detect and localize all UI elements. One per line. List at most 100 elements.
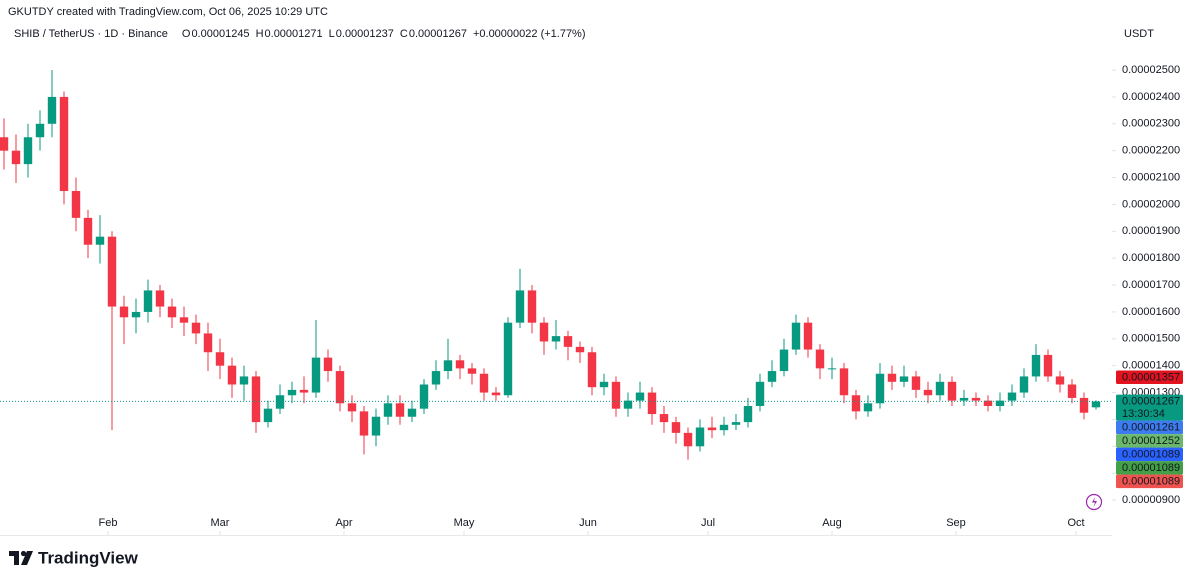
candle-body bbox=[551, 336, 561, 342]
candle-body bbox=[467, 368, 477, 374]
brand: TradingView bbox=[38, 548, 139, 567]
x-tick-label: Mar bbox=[211, 517, 230, 529]
price-label bbox=[1116, 447, 1183, 462]
candle-body bbox=[95, 236, 105, 245]
candle-body bbox=[623, 400, 633, 409]
candle-body bbox=[491, 392, 501, 396]
candle-body bbox=[179, 317, 189, 323]
icon-ring bbox=[1085, 493, 1103, 511]
candle-body bbox=[935, 381, 945, 396]
price-label-text: 0.00001252 bbox=[1122, 435, 1180, 447]
candle-body bbox=[767, 371, 777, 382]
candle-body bbox=[155, 290, 165, 307]
y-tick-label: 0.00001600 bbox=[1122, 306, 1180, 318]
y-tick-label: 0.00002400 bbox=[1122, 91, 1180, 103]
candle-body bbox=[1079, 397, 1089, 413]
candle-body bbox=[59, 96, 69, 191]
candle-body bbox=[707, 427, 717, 431]
candle-body bbox=[443, 360, 453, 372]
ohlc-key: C bbox=[400, 28, 408, 40]
price-label bbox=[1116, 394, 1183, 421]
price-label bbox=[1116, 461, 1183, 475]
ohlc-value: 0.00001245 bbox=[191, 28, 249, 40]
candle-body bbox=[263, 408, 273, 423]
candle-body bbox=[695, 427, 705, 447]
candle-body bbox=[275, 395, 285, 409]
currency: USDT bbox=[1124, 28, 1154, 40]
candle-body bbox=[599, 381, 609, 388]
ohlc-key: O bbox=[182, 28, 191, 40]
x-tick-label: Aug bbox=[822, 517, 842, 529]
ohlc-value: 0.00001267 bbox=[409, 28, 467, 40]
candle-body bbox=[755, 381, 765, 406]
candle-body bbox=[1007, 392, 1017, 401]
candle-body bbox=[815, 349, 825, 369]
candle-body bbox=[299, 389, 309, 393]
icon-bolt bbox=[1092, 497, 1097, 507]
candle-body bbox=[131, 311, 141, 318]
candle-body bbox=[107, 236, 117, 307]
legend: SHIB / TetherUS · 1D · Binance O 0.000012… bbox=[14, 28, 586, 40]
candle-body bbox=[215, 352, 225, 366]
candle-body bbox=[383, 403, 393, 417]
candle-body bbox=[287, 389, 297, 396]
countdown: 13:30:34 bbox=[1122, 408, 1165, 420]
candle-body bbox=[959, 397, 969, 401]
candle-body bbox=[455, 360, 465, 369]
candle-body bbox=[515, 290, 525, 323]
ohlc-value: 0.00001237 bbox=[336, 28, 394, 40]
candle-body bbox=[335, 371, 345, 404]
ohlc-key: H bbox=[256, 28, 264, 40]
symbol: SHIB / TetherUS · 1D · Binance bbox=[14, 28, 168, 40]
candle-body bbox=[323, 357, 333, 372]
price-label-text: 0.00001089 bbox=[1122, 476, 1180, 488]
plot-area bbox=[0, 70, 1112, 460]
candle-body bbox=[119, 306, 129, 318]
candle-body bbox=[911, 376, 921, 390]
candle-body bbox=[239, 376, 249, 385]
candle-body bbox=[347, 403, 357, 412]
candle-body bbox=[11, 150, 21, 165]
icon bbox=[1085, 493, 1103, 511]
x-tick-label: Apr bbox=[335, 517, 352, 529]
candle-body bbox=[659, 414, 669, 423]
candle-body bbox=[563, 336, 573, 347]
candle-body bbox=[83, 217, 93, 245]
candle-body bbox=[647, 392, 657, 415]
candle-body bbox=[611, 381, 621, 409]
x-tick-label: Feb bbox=[99, 517, 118, 529]
x-tick-label: Jul bbox=[701, 517, 715, 529]
candle-body bbox=[971, 397, 981, 401]
candle-body bbox=[1091, 401, 1101, 408]
y-tick-label: 0.00001500 bbox=[1122, 333, 1180, 345]
candle-body bbox=[539, 322, 549, 342]
candle-body bbox=[983, 400, 993, 406]
candle-body bbox=[35, 123, 45, 138]
candle-body bbox=[203, 333, 213, 353]
candle-body bbox=[503, 322, 513, 396]
price-label-text: 0.00001261 bbox=[1122, 422, 1180, 434]
candle-body bbox=[791, 322, 801, 350]
price-label bbox=[1116, 370, 1183, 384]
candle-body bbox=[887, 373, 897, 382]
candle-body bbox=[23, 137, 33, 165]
ohlc-key: L bbox=[329, 28, 335, 40]
candle-body bbox=[395, 403, 405, 417]
x-tick-label: Sep bbox=[946, 517, 966, 529]
header: GKUTDY created with TradingView.com, Oct… bbox=[8, 6, 328, 18]
y-tick-label: 0.00002300 bbox=[1122, 118, 1180, 130]
candle-body bbox=[947, 381, 957, 401]
candle-body bbox=[431, 371, 441, 385]
ohlc-value: 0.00001271 bbox=[265, 28, 323, 40]
y-tick-label: 0.00002500 bbox=[1122, 64, 1180, 76]
candle-body bbox=[899, 376, 909, 382]
y-tick-label: 0.00002200 bbox=[1122, 145, 1180, 157]
price-label bbox=[1116, 420, 1183, 435]
candle-body bbox=[719, 424, 729, 431]
candle-body bbox=[47, 96, 57, 124]
candle-body bbox=[0, 137, 9, 151]
candle-body bbox=[407, 408, 417, 417]
candle-body bbox=[635, 392, 645, 401]
